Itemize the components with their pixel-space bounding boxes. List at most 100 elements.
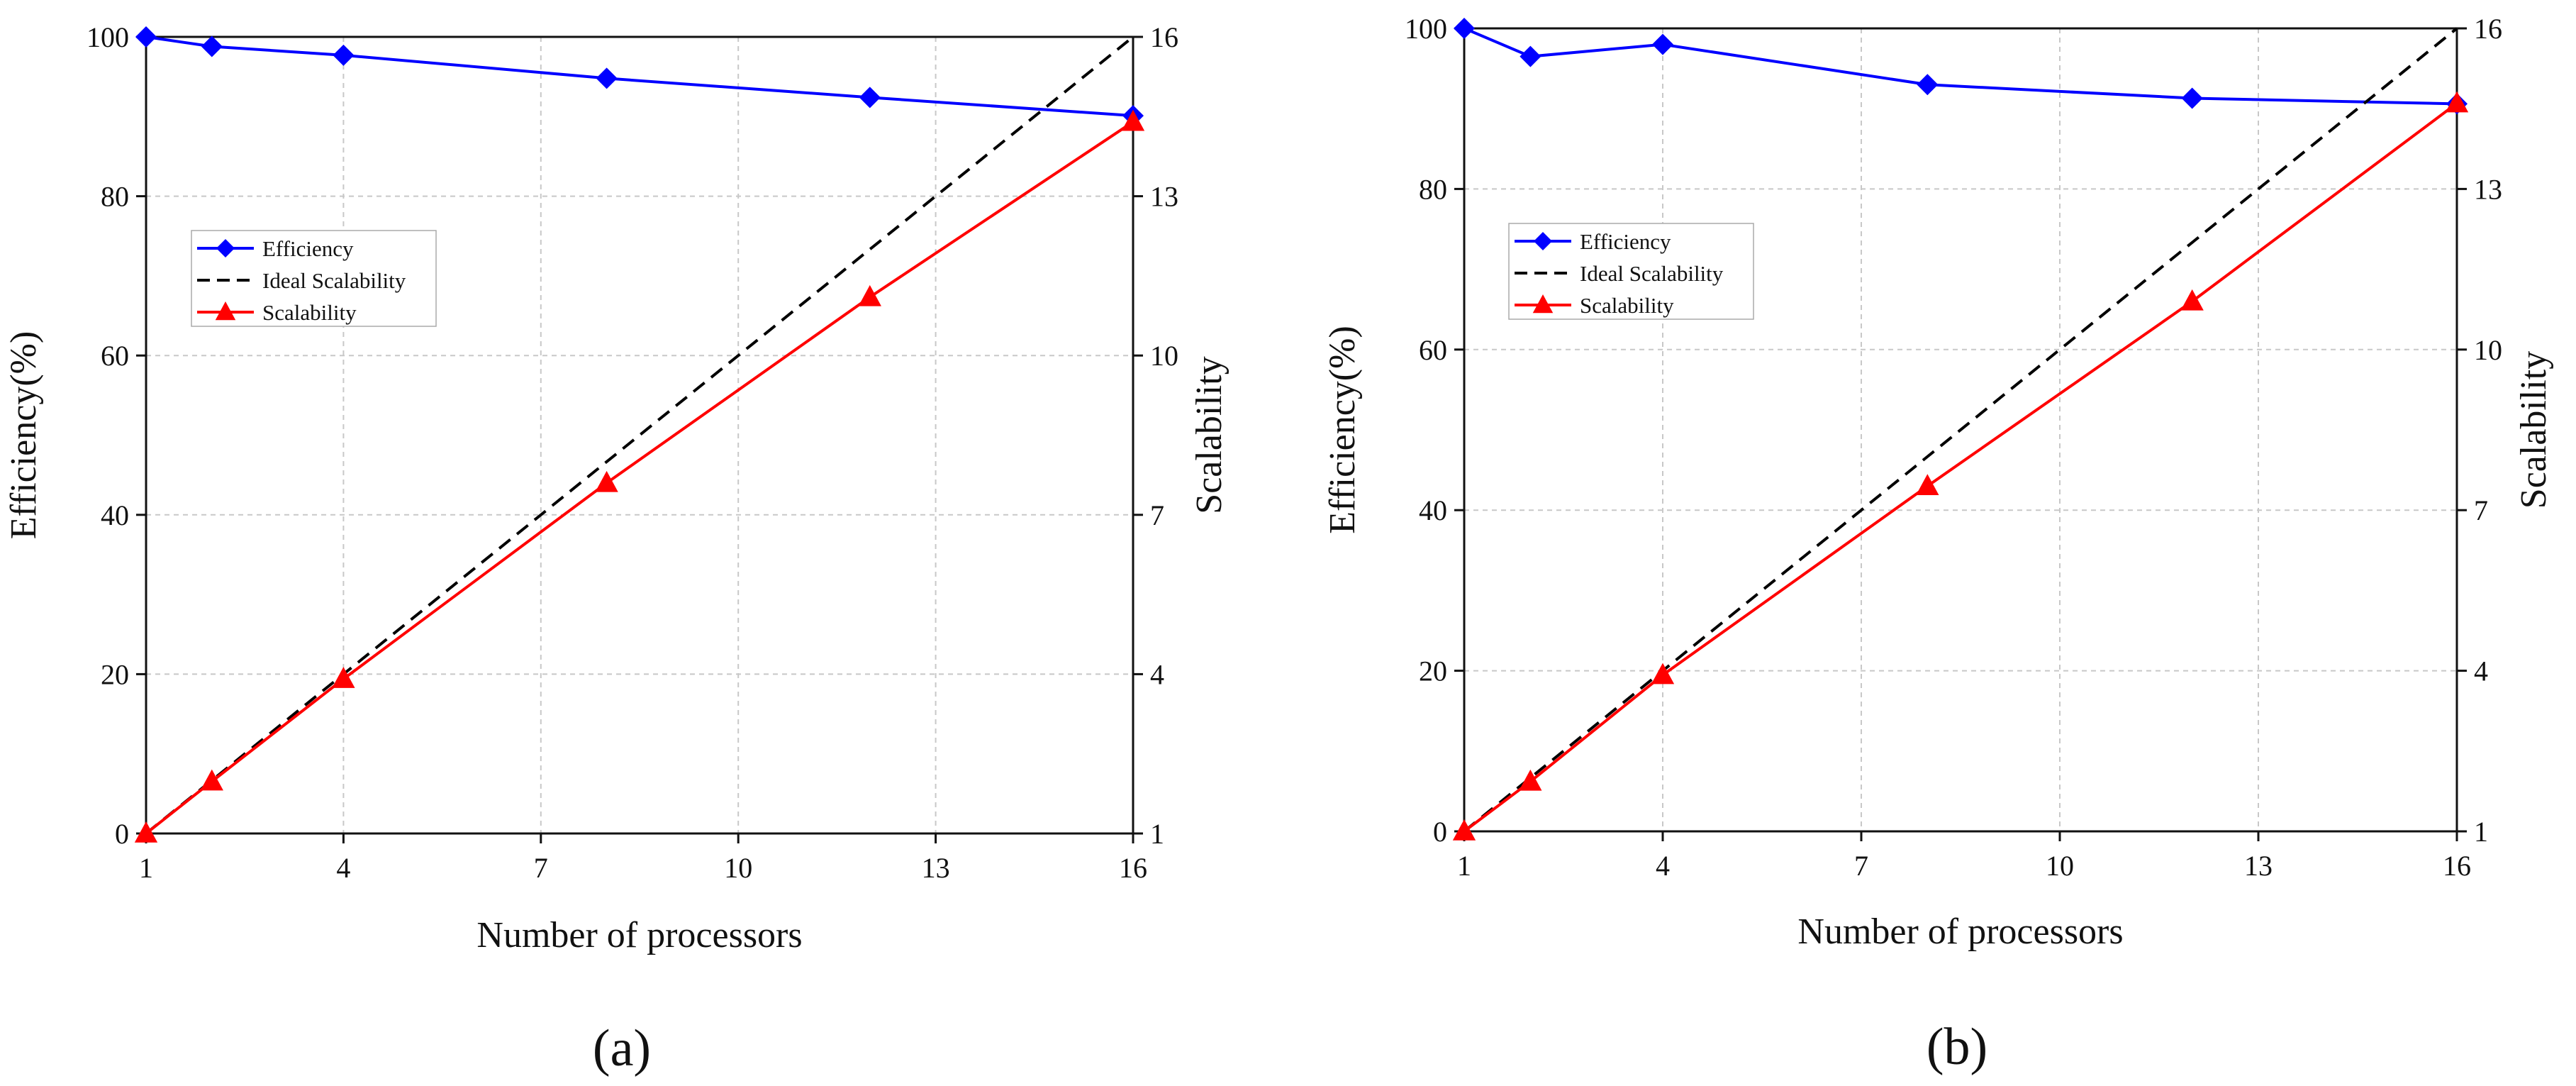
data-point-scalability: [1452, 819, 1476, 841]
legend: Efficiency Ideal Scalability Scalability: [191, 230, 437, 327]
series-line: [1464, 27, 2457, 106]
data-point-efficiency: [201, 35, 223, 57]
legend-label: Ideal Scalability: [262, 268, 406, 293]
y2-tick-label: 7: [1150, 499, 1164, 531]
x-tick-label: 7: [534, 852, 548, 884]
series-line: [146, 121, 1133, 835]
series-line: [1464, 102, 2457, 833]
y2-tick-label: 7: [2474, 494, 2488, 526]
x-tick-label: 4: [336, 852, 350, 884]
data-point-efficiency: [135, 26, 157, 48]
series-scalability: [1452, 91, 2469, 841]
data-point-scalability: [200, 769, 223, 791]
data-point-scalability: [858, 284, 881, 306]
x-axis-title: Number of processors: [476, 915, 802, 955]
y2-axis-title: Scalability: [1189, 356, 1230, 514]
legend-item: Ideal Scalability: [1515, 261, 1724, 286]
y-tick-label: 100: [87, 21, 129, 53]
y2-tick-label: 10: [1150, 340, 1178, 372]
data-point-scalability: [1651, 663, 1675, 685]
legend-item: Efficiency: [197, 236, 354, 261]
panel-caption: (a): [593, 1019, 651, 1077]
chart-panel-a: 1 4 7 10 13 16 0 20 40 60 80 100 1 4 7 10 13 16 Number of …: [4, 21, 1230, 1077]
data-point-efficiency: [596, 67, 618, 89]
plot-frame: [1463, 27, 2458, 833]
series-ideal-scalability: [1464, 27, 2457, 833]
legend-label: Efficiency: [262, 236, 354, 261]
y2-tick-label: 13: [2474, 173, 2502, 205]
data-point-scalability: [2445, 91, 2469, 113]
gridlines: [1464, 28, 2457, 831]
data-point-efficiency: [1520, 45, 1541, 67]
series-line: [146, 35, 1133, 835]
x-tick-label: 4: [1656, 850, 1670, 882]
y2-tick-label: 1: [2474, 816, 2488, 848]
data-point-scalability: [1916, 474, 1939, 495]
panel-caption: (b): [1927, 1018, 1987, 1076]
y-tick-label: 20: [101, 658, 129, 690]
chart-panel-b: 1 4 7 10 13 16 0 20 40 60 80 100 1 4 7 10 13 16 Number of …: [1322, 13, 2554, 1076]
y-tick-label: 40: [101, 499, 129, 531]
x-tick-label: 7: [1854, 850, 1868, 882]
legend-label: Efficiency: [1580, 229, 1671, 254]
x-tick-label: 13: [2244, 850, 2273, 882]
data-point-efficiency: [1917, 74, 1939, 96]
legend-marker-triangle: [215, 301, 236, 321]
data-point-scalability: [595, 470, 618, 492]
y-tick-label: 60: [1419, 334, 1447, 366]
data-point-scalability: [134, 821, 158, 843]
y-axis-title: Efficiency(%): [1322, 326, 1363, 534]
y2-tick-label: 4: [1150, 658, 1164, 690]
data-point-scalability: [1121, 109, 1145, 131]
y-tick-label: 80: [101, 181, 129, 213]
series-efficiency: [1454, 18, 2468, 115]
data-point-scalability: [1519, 769, 1542, 791]
legend-marker-diamond: [1534, 232, 1552, 250]
x-tick-label: 1: [139, 852, 153, 884]
legend-item: Efficiency: [1515, 229, 1671, 254]
y-tick-label: 0: [1433, 816, 1447, 848]
y2-tick-label: 4: [2474, 655, 2488, 687]
y-tick-label: 100: [1405, 13, 1447, 45]
data-point-scalability: [332, 667, 355, 688]
y-tick-label: 20: [1419, 655, 1447, 687]
x-tick-label: 1: [1457, 850, 1471, 882]
series-line: [146, 35, 1133, 118]
x-tick-label: 10: [2046, 850, 2074, 882]
plot-frame: [145, 35, 1134, 835]
data-point-efficiency: [1652, 33, 1673, 55]
y2-axis-title: Scalability: [2514, 351, 2554, 509]
legend-item: Ideal Scalability: [197, 268, 406, 293]
data-point-efficiency: [859, 87, 881, 109]
legend: Efficiency Ideal Scalability Scalability: [1508, 223, 1754, 320]
legend-label: Scalability: [262, 300, 357, 325]
y2-tick-label: 16: [1150, 21, 1178, 53]
data-point-efficiency: [2181, 87, 2203, 109]
x-tick-label: 13: [922, 852, 950, 884]
legend-item: Scalability: [1515, 293, 1674, 318]
series-line: [1464, 27, 2457, 833]
gridlines: [146, 37, 1133, 833]
legend-item: Scalability: [197, 300, 357, 325]
legend-marker-diamond: [216, 239, 235, 257]
y-tick-label: 0: [115, 818, 129, 850]
y-tick-label: 40: [1419, 494, 1447, 526]
y2-tick-label: 13: [1150, 181, 1178, 213]
y-tick-label: 80: [1419, 173, 1447, 205]
legend-label: Scalability: [1580, 293, 1674, 318]
y-axis-title: Efficiency(%): [4, 331, 44, 540]
x-tick-label: 10: [724, 852, 752, 884]
x-axis-title: Number of processors: [1797, 912, 2123, 952]
series-efficiency: [135, 26, 1144, 127]
y2-tick-label: 1: [1150, 818, 1164, 850]
series-ideal-scalability: [146, 35, 1133, 835]
data-point-efficiency: [333, 44, 355, 66]
x-tick-label: 16: [2443, 850, 2471, 882]
data-point-efficiency: [1454, 18, 1475, 39]
y-tick-label: 60: [101, 340, 129, 372]
y2-tick-label: 10: [2474, 334, 2502, 366]
data-point-scalability: [2180, 289, 2204, 311]
legend-label: Ideal Scalability: [1580, 261, 1724, 286]
series-scalability: [134, 109, 1145, 843]
